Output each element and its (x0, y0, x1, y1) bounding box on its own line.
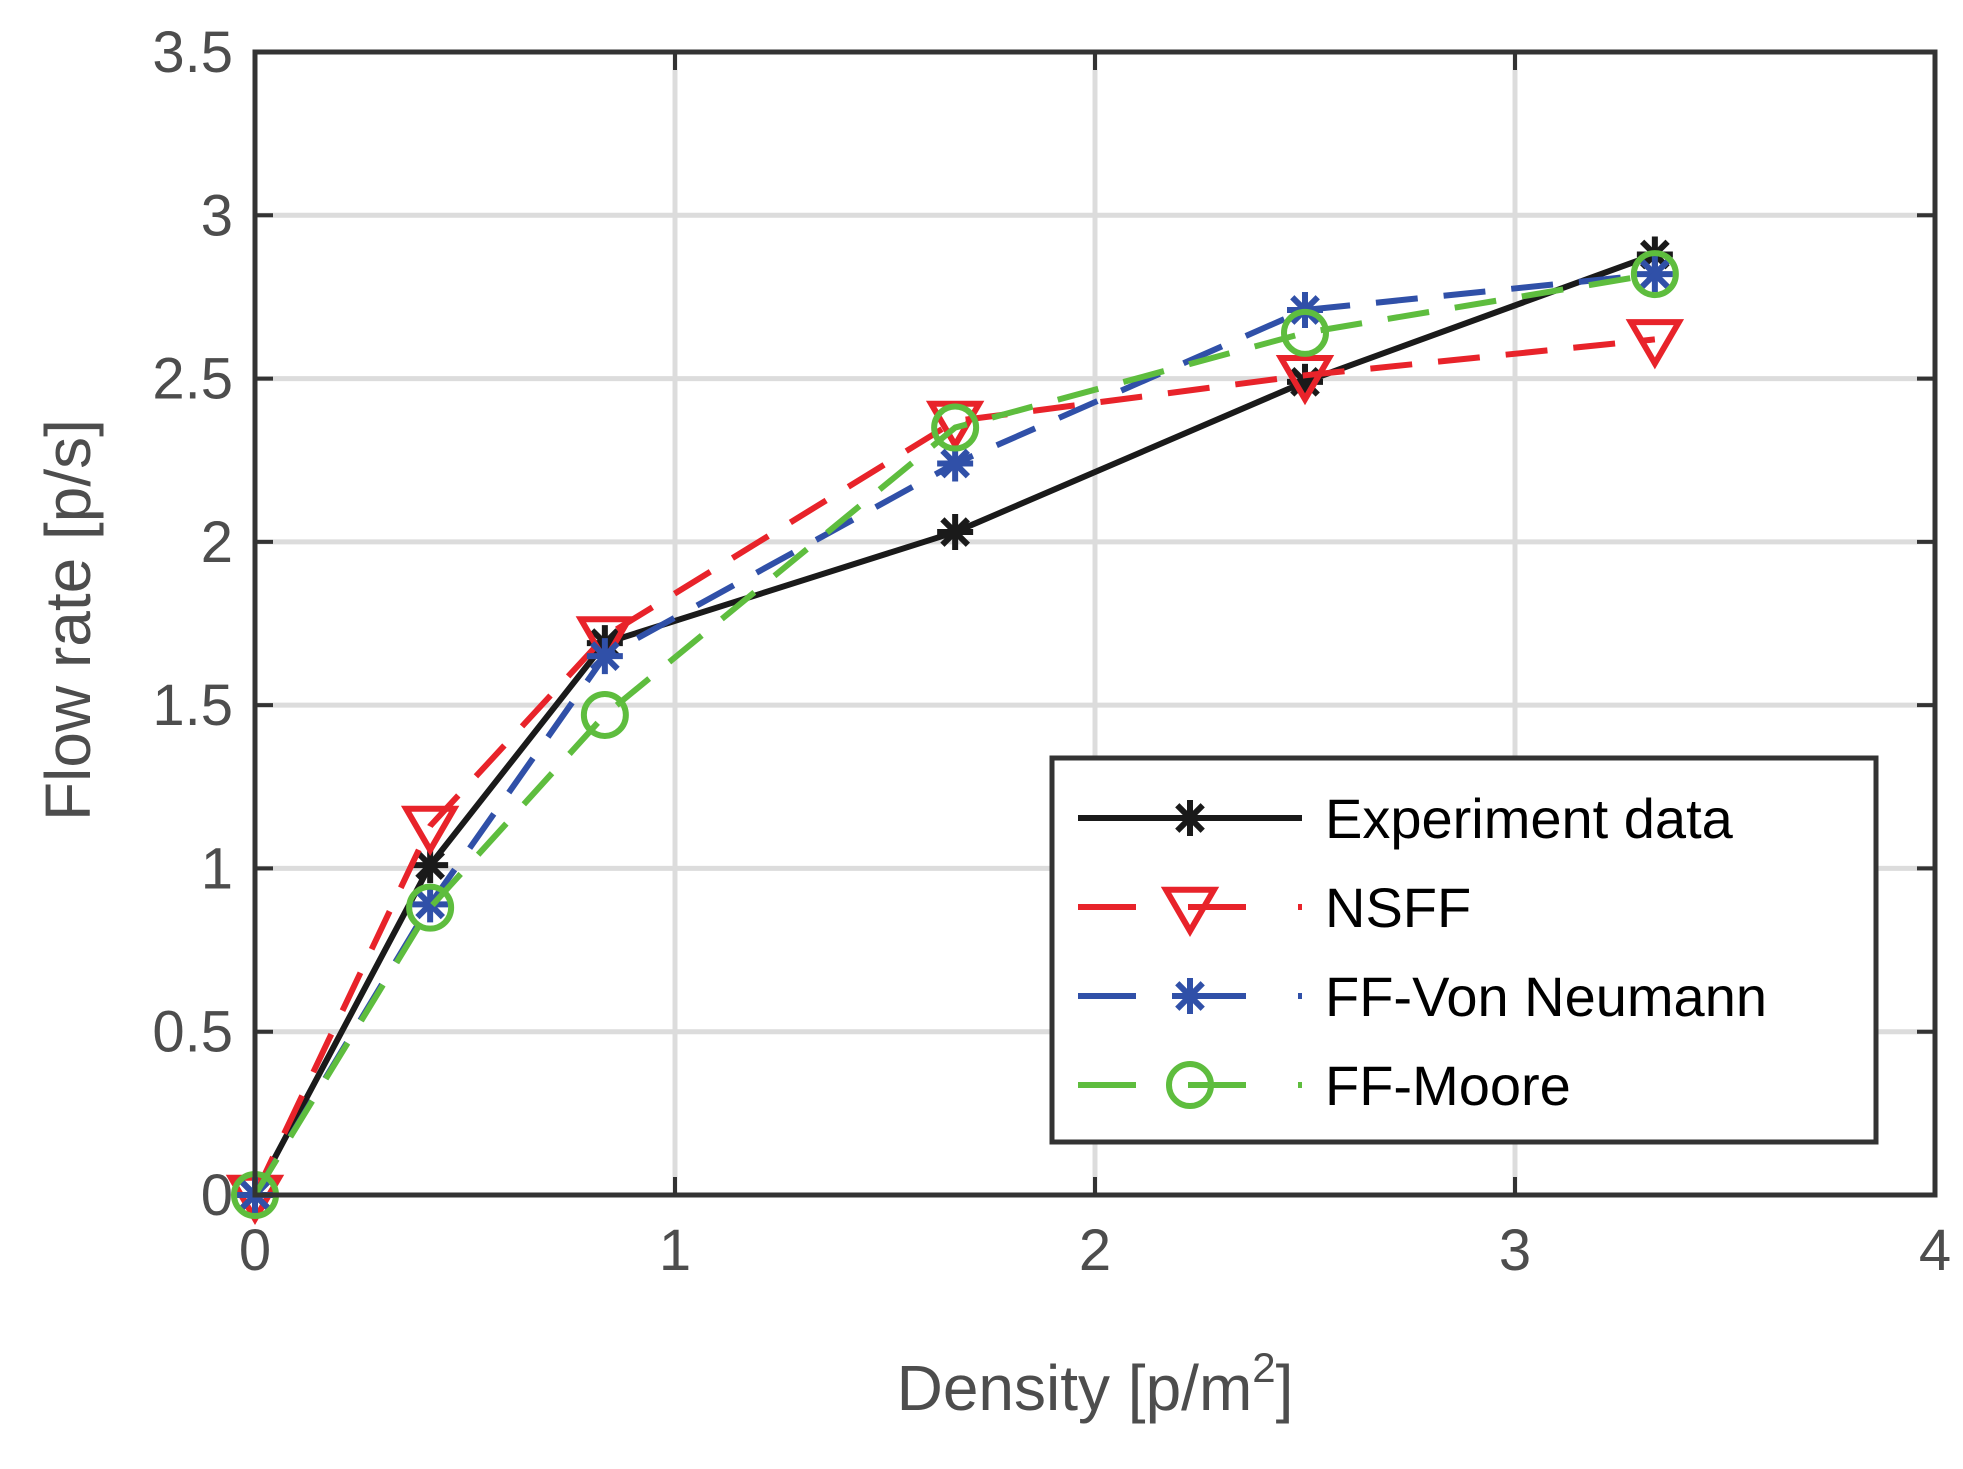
y-tick-label: 2 (201, 510, 233, 575)
x-axis-label-suffix: ] (1276, 1352, 1294, 1424)
x-tick-label: 2 (1079, 1218, 1111, 1283)
x-tick-label: 0 (239, 1218, 271, 1283)
data-point (406, 883, 455, 932)
legend-label: FF-Von Neumann (1325, 965, 1767, 1028)
y-tick-label: 0 (201, 1163, 233, 1228)
x-tick-label: 4 (1919, 1218, 1951, 1283)
data-point (937, 514, 974, 551)
data-point (400, 805, 460, 856)
series-layer (225, 236, 1685, 1225)
y-axis-label: Flow rate [p/s] (32, 419, 104, 821)
legend-item: FF-Moore (1078, 1054, 1571, 1117)
legend-label: FF-Moore (1325, 1054, 1571, 1117)
data-point (1630, 250, 1679, 299)
x-axis-label-superscript: 2 (1252, 1344, 1275, 1391)
y-tick-label: 3.5 (152, 20, 233, 85)
legend-label: Experiment data (1325, 787, 1734, 850)
data-point (412, 847, 449, 884)
data-point (1636, 256, 1673, 293)
legend-item: FF-Von Neumann (1078, 965, 1767, 1028)
series-nsff (225, 319, 1685, 1225)
x-tick-label: 3 (1499, 1218, 1531, 1283)
y-tick-label: 1 (201, 836, 233, 901)
data-point (580, 690, 629, 739)
y-tick-label: 3 (201, 183, 233, 248)
legend-marker (1166, 1061, 1214, 1109)
legend-label: NSFF (1325, 876, 1471, 939)
legend-item: NSFF (1078, 876, 1471, 939)
data-point (931, 403, 980, 452)
data-point (1281, 308, 1329, 357)
x-axis-label-main: Density [p/m (897, 1352, 1253, 1424)
data-point (1625, 319, 1685, 370)
data-point (586, 638, 623, 675)
tick-labels: 0 1 2 3 4 0 0.5 1 1.5 2 2.5 3 3.5 (152, 20, 1951, 1283)
y-tick-label: 1.5 (152, 673, 233, 738)
series-line (252, 271, 1656, 1197)
legend-marker (1172, 800, 1208, 836)
legend: Experiment data NSFF FF-Von Neumann FF-Moor… (1049, 755, 1879, 1145)
data-point (1275, 355, 1335, 406)
x-axis-label: Density [p/m2] (897, 1344, 1294, 1424)
data-point (575, 616, 635, 667)
legend-item: Experiment data (1078, 787, 1734, 850)
legend-marker (1160, 886, 1220, 937)
series-line (252, 336, 1656, 1197)
y-tick-label: 0.5 (152, 1000, 233, 1065)
legend-marker (1172, 978, 1208, 1014)
y-tick-label: 2.5 (152, 347, 233, 412)
x-tick-label: 1 (659, 1218, 691, 1283)
axis-ticks (253, 50, 1937, 1197)
series-line (252, 251, 1656, 1197)
